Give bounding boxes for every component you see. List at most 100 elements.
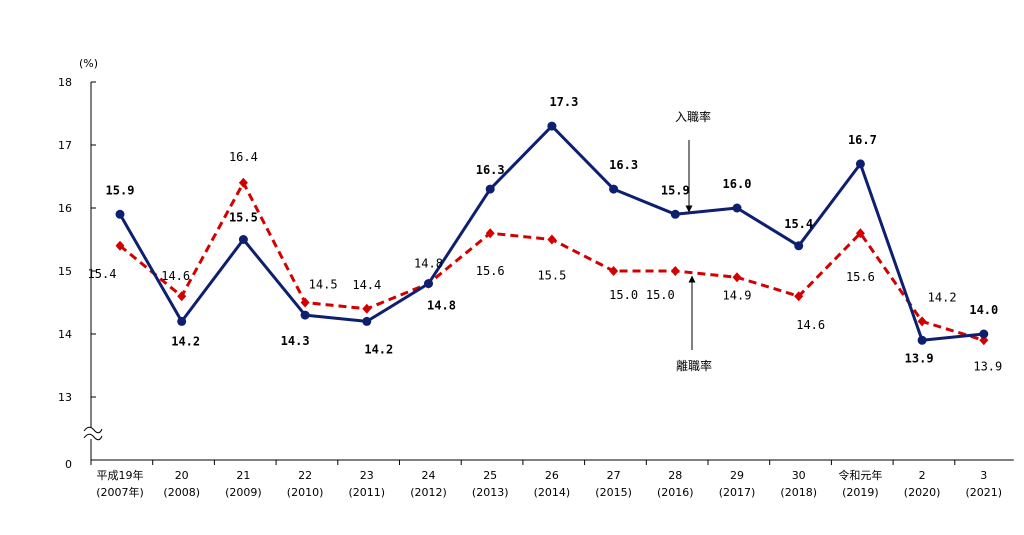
x-category-label: 22 — [298, 469, 312, 482]
data-label-rishoku: 15.6 — [846, 270, 875, 284]
y-tick-label: 15 — [58, 265, 72, 278]
data-label-rishoku: 15.0 — [609, 288, 638, 302]
point-marker-nyushoku — [547, 121, 557, 131]
data-label-nyushoku: 14.2 — [364, 342, 393, 356]
y-tick-label: 16 — [58, 202, 72, 215]
point-marker-nyushoku — [794, 241, 804, 251]
x-category-year: (2012) — [410, 486, 447, 499]
point-marker-rishoku — [732, 272, 742, 283]
data-label-nyushoku: 15.4 — [784, 217, 813, 231]
x-category-year: (2010) — [287, 486, 324, 499]
point-marker-nyushoku — [609, 184, 619, 194]
data-label-nyushoku: 16.7 — [848, 133, 877, 147]
x-category-label: 29 — [730, 469, 744, 482]
y-tick-label: 14 — [58, 328, 72, 341]
point-marker-rishoku — [670, 266, 680, 276]
x-category-year: (2021) — [966, 486, 1003, 499]
series-name-nyushoku: 入職率 — [675, 109, 711, 124]
data-label-nyushoku: 15.5 — [229, 211, 258, 225]
point-marker-nyushoku — [177, 316, 187, 326]
x-category-label: 20 — [175, 469, 189, 482]
series-line-rishoku — [119, 181, 985, 342]
data-label-nyushoku: 15.9 — [661, 183, 690, 197]
point-marker-nyushoku — [732, 203, 742, 213]
data-label-nyushoku: 14.8 — [427, 299, 456, 313]
x-category-year: (2017) — [719, 486, 756, 499]
data-label-nyushoku: 13.9 — [905, 351, 934, 365]
data-label-nyushoku: 17.3 — [549, 95, 578, 109]
x-category-label: 28 — [668, 469, 682, 482]
data-label-rishoku: 14.6 — [161, 269, 190, 283]
x-category-year: (2009) — [225, 486, 262, 499]
y-tick-label: 13 — [58, 391, 72, 404]
point-marker-nyushoku — [300, 310, 310, 320]
series-name-rishoku: 離職率 — [676, 358, 712, 373]
x-category-label: 27 — [607, 469, 621, 482]
data-label-nyushoku: 15.9 — [106, 183, 135, 197]
axis-break-mark-bottom — [83, 433, 103, 441]
data-label-nyushoku: 14.0 — [969, 303, 998, 317]
data-label-nyushoku: 16.0 — [723, 177, 752, 191]
data-label-rishoku: 14.8 — [414, 257, 443, 271]
x-category-label: 21 — [236, 469, 250, 482]
x-category-year: (2011) — [349, 486, 386, 499]
data-label-nyushoku: 16.3 — [476, 163, 505, 177]
point-marker-nyushoku — [238, 235, 248, 244]
point-marker-nyushoku — [485, 184, 495, 194]
x-category-label: 2 — [919, 469, 926, 482]
data-label-rishoku: 14.5 — [309, 278, 338, 292]
data-label-rishoku: 14.6 — [796, 318, 825, 332]
x-category-label: 30 — [792, 469, 806, 482]
data-label-rishoku: 14.9 — [723, 288, 752, 302]
y-tick-label: 18 — [58, 76, 72, 89]
point-marker-nyushoku — [115, 209, 125, 219]
x-category-label: 24 — [422, 469, 436, 482]
data-label-nyushoku: 14.3 — [281, 334, 310, 348]
x-category-label: 25 — [483, 469, 497, 482]
point-marker-nyushoku — [670, 209, 680, 219]
y-axis-label: (%) — [79, 57, 98, 70]
point-marker-rishoku — [794, 291, 804, 302]
data-label-rishoku: 15.0 — [646, 288, 675, 302]
point-marker-rishoku — [855, 228, 865, 239]
point-marker-nyushoku — [917, 335, 927, 345]
series-markers — [115, 121, 989, 346]
x-category-year: (2019) — [842, 486, 879, 499]
x-category-label: 26 — [545, 469, 559, 482]
x-category-label: 平成19年 — [97, 468, 144, 482]
point-marker-nyushoku — [979, 329, 989, 339]
point-marker-rishoku — [917, 316, 927, 327]
point-marker-nyushoku — [424, 279, 433, 289]
point-marker-rishoku — [609, 266, 619, 276]
axes: 18 17 16 15 14 13 0 (%) 平成19年 (2007年) 20 (2008) 21 (2… — [58, 57, 1014, 499]
point-marker-rishoku — [238, 177, 248, 188]
data-label-rishoku: 16.4 — [229, 150, 258, 164]
x-category-year: (2013) — [472, 486, 509, 499]
data-label-rishoku: 15.4 — [88, 267, 117, 281]
x-category-year: (2015) — [595, 486, 632, 499]
x-category-year: (2007年) — [96, 485, 144, 499]
data-label-rishoku: 15.5 — [537, 269, 566, 283]
data-label-nyushoku: 16.3 — [609, 158, 638, 172]
point-marker-nyushoku — [362, 316, 372, 326]
point-marker-rishoku — [300, 297, 310, 308]
data-label-rishoku: 15.6 — [476, 264, 505, 278]
data-label-rishoku: 14.4 — [352, 278, 381, 292]
data-labels: 15.9 14.2 15.5 14.3 14.2 14.8 16.3 17.3 16.3 15.9… — [88, 95, 1003, 373]
x-category-year: (2014) — [534, 486, 571, 499]
x-category-year: (2020) — [904, 486, 941, 499]
point-marker-rishoku — [547, 234, 557, 245]
point-marker-rishoku — [177, 291, 187, 302]
data-label-rishoku: 13.9 — [973, 359, 1002, 373]
x-category-year: (2018) — [780, 486, 817, 499]
x-category-year: (2016) — [657, 486, 694, 499]
x-category-label: 3 — [980, 469, 987, 482]
x-category-label: 23 — [360, 469, 374, 482]
y-tick-label: 17 — [58, 139, 72, 152]
y-zero-label: 0 — [65, 458, 72, 471]
x-category-year: (2008) — [163, 486, 200, 499]
point-marker-rishoku — [115, 240, 125, 251]
data-label-nyushoku: 14.2 — [171, 334, 200, 348]
